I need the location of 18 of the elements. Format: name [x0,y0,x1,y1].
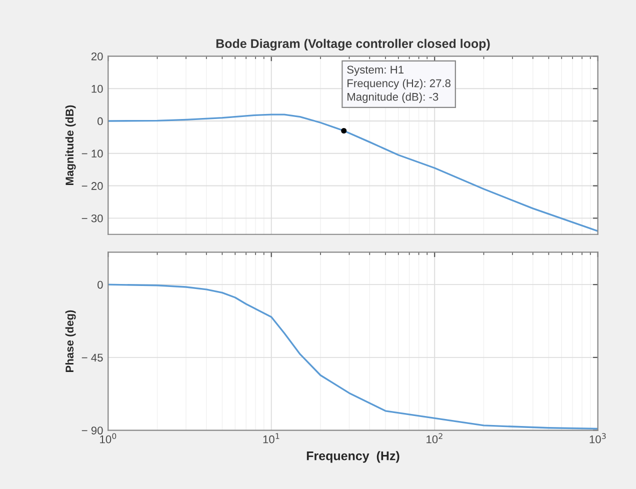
y-tick-label: 0 [98,117,103,126]
x-tick-label: 10$^{2}$ [426,433,442,444]
y-tick-label: − 90 [82,426,103,434]
x-tick-label: 10$^{3}$ [590,433,606,444]
y-tick-label: 20 [91,52,103,60]
y-tick-label: − 45 [82,354,103,362]
x-tick-label: 10$^{1}$ [263,433,280,444]
x-tick-label: 10$^{0}$ [100,433,116,444]
annotation: System: H1 Frequency (Hz): 27.8 Magnitude (dB): -3 [347,66,450,103]
y-tick-label: − 20 [82,182,103,190]
x-axis-title: Frequency (Hz) [306,451,400,463]
y-tick-label: − 10 [82,150,103,158]
y-axis-title: Phase (deg) [65,310,76,372]
y-tick-label: 0 [98,280,103,289]
y-tick-label: − 30 [82,214,103,222]
chart-title: Bode Diagram (Voltage controller closed loop) [216,38,490,51]
y-tick-label: 10 [92,84,103,93]
y-axis-title: Magnitude (dB) [65,105,76,185]
